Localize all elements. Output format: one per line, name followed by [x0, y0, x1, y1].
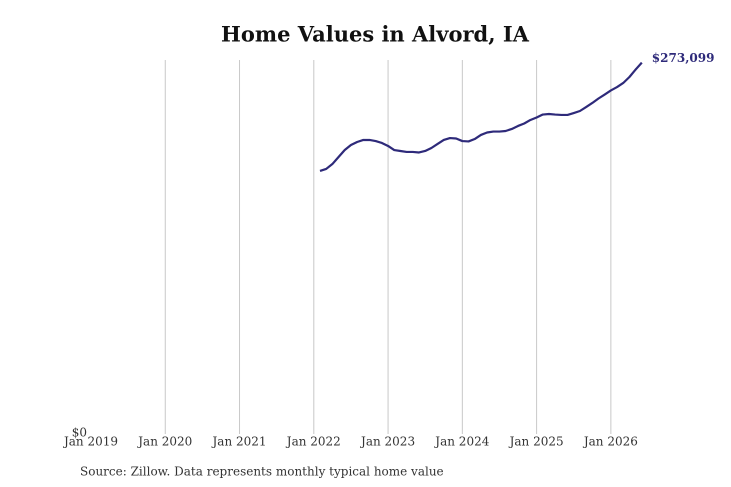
x-tick-label: Jan 2020 [136, 435, 192, 449]
x-tick-label: Jan 2023 [359, 435, 415, 449]
y-tick-label: $0 [72, 426, 87, 440]
x-tick-label: Jan 2019 [62, 435, 118, 449]
line [319, 61, 643, 173]
x-tick-label: Jan 2024 [433, 435, 489, 449]
chart-title: Home Values in Alvord, IA [221, 22, 530, 47]
x-tick-label: Jan 2022 [285, 435, 341, 449]
value-label: $273,099 [652, 51, 715, 65]
source-note: Source: Zillow. Data represents monthly … [80, 465, 444, 479]
x-tick-label: Jan 2026 [582, 435, 638, 449]
x-tick-label: Jan 2021 [211, 435, 267, 449]
x-tick-label: Jan 2025 [508, 435, 564, 449]
